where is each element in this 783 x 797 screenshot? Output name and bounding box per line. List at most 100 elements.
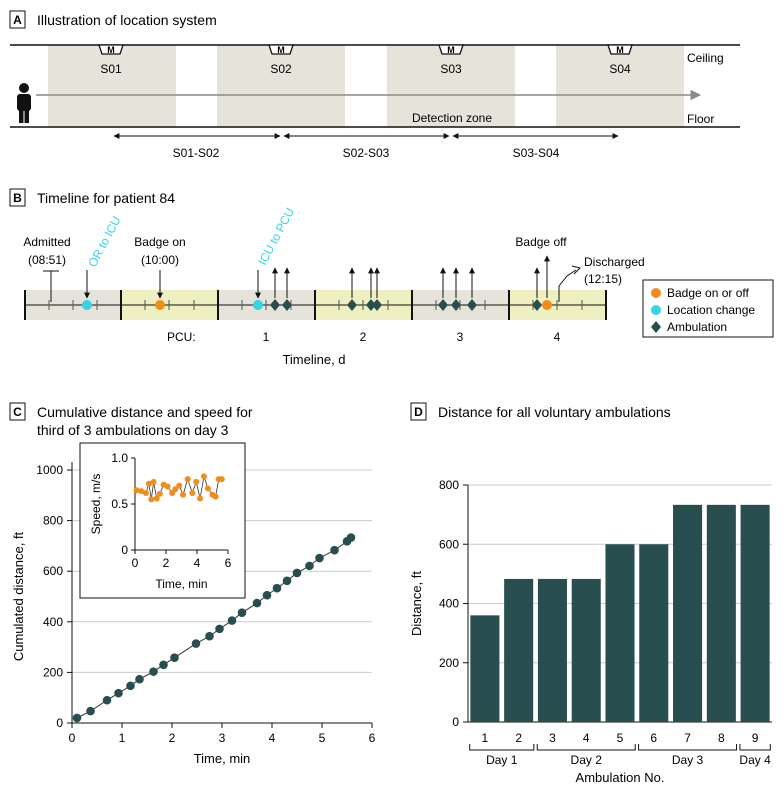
speed-point [180,491,187,498]
ambulation-point [438,299,448,311]
inset-x-tick-label: 6 [225,556,232,570]
x-tick-label: 1 [482,731,489,745]
admitted-label: Admitted [23,235,70,249]
day-group-bracket [469,744,535,751]
legend-badge-marker [651,288,661,298]
floor-label: Floor [687,112,714,126]
detection-zone-label: Detection zone [412,111,492,125]
pcu-day-1: 1 [263,330,270,344]
sensor-glyph: M [107,45,115,55]
x-tick-label: 5 [319,731,326,745]
detection-zone-s01 [48,45,176,127]
icu-to-pcu-label: ICU to PCU [255,205,297,267]
legend-badge-label: Badge on or off [667,286,750,300]
y-tick-label: 200 [43,665,63,679]
badge-off-point [542,300,552,310]
speed-point [200,473,207,480]
speed-point [153,495,160,502]
x-axis-label: Time, min [194,751,251,766]
y-tick-label: 600 [439,537,459,551]
badge-off-label: Badge off [515,235,567,249]
distance-point [292,568,302,578]
distance-point [305,561,314,571]
ambulation-point [282,299,292,311]
panel-d: D Distance for all voluntary ambulations… [409,402,772,785]
inset-x-tick-label: 4 [194,556,201,570]
speed-point [197,495,204,502]
ceiling-label: Ceiling [687,51,724,65]
speed-point [150,478,157,485]
y-axis-label: Cumulated distance, ft [11,531,26,661]
x-axis-label: Ambulation No. [576,770,665,785]
location-change-point [253,300,263,310]
panel-c-letter: C [13,405,22,419]
speed-point [218,476,225,483]
motion-sensor-icon: M [607,44,633,55]
ambulation-point [372,299,382,311]
distance-point [205,631,214,641]
distance-point [346,533,356,542]
day-group-label: Day 3 [672,753,704,767]
ambulation-point [270,299,280,311]
bar [537,578,567,722]
legend-box [642,279,774,338]
location-change-point [82,300,92,310]
detection-zone-s03 [387,45,515,127]
ambulation-point [366,299,376,311]
bar [504,578,534,722]
panel-c: C Cumulative distance and speed for thir… [9,402,376,766]
speed-point [148,496,155,503]
speed-point [172,486,179,493]
panel-a: A Illustration of location system Ceilin… [9,10,740,160]
speed-point [189,489,196,496]
discharged-time: (12:15) [584,272,622,286]
x-tick-label: 1 [119,731,126,745]
distance-point [72,713,82,723]
speed-point [212,493,219,500]
y-tick-label: 1000 [36,463,63,477]
distance-point [149,667,158,676]
sensor-label-s03: S03 [440,62,462,76]
detection-zone-s02 [217,45,345,127]
ambulation-point [467,299,477,311]
day-group-bracket [638,744,738,751]
distance-point [191,639,201,648]
distance-point [237,608,247,617]
inset-y-tick-label: 0.5 [111,497,128,511]
span-label-s01-s02: S01-S02 [173,146,220,160]
x-tick-label: 8 [718,731,725,745]
person-icon [17,83,31,123]
distance-point [262,590,272,600]
panel-d-title: Distance for all voluntary ambulations [438,404,671,420]
speed-point [164,483,171,490]
distance-point [315,553,324,563]
speed-point [184,476,191,483]
ambulation-distance-chart: 0 200 400 600 800 Distance, ft 1 2 3 4 5 6 7 8 9 Day 1 D… [409,478,772,785]
panel-c-title-line1: Cumulative distance and speed for [37,404,253,420]
legend-ambulation-marker [651,321,661,333]
legend-ambulation-label: Ambulation [667,320,727,334]
inset-frame [79,442,246,599]
sensor-glyph: M [616,45,624,55]
x-tick-label: 7 [684,731,691,745]
timeline-legend: Badge on or off Location change Ambulati… [642,279,774,338]
y-tick-label: 800 [439,478,459,492]
distance-point [215,624,224,634]
distance-point [282,576,292,586]
span-label-s02-s03: S02-S03 [343,146,390,160]
inset-y-tick-label: 0 [121,543,128,557]
bar [673,504,703,722]
inset-y-axis-label: Speed, m/s [89,474,103,535]
panel-b-title: Timeline for patient 84 [37,190,175,206]
x-tick-label: 0 [69,731,76,745]
speed-point [142,489,149,496]
distance-point [114,688,123,698]
panel-a-title: Illustration of location system [37,12,217,28]
day-group-bracket [536,744,636,751]
distance-point [126,681,135,691]
speed-point [138,488,145,495]
y-axis-label: Distance, ft [409,571,424,636]
panel-c-letter-box [9,402,26,421]
sensor-label-s04: S04 [609,62,631,76]
